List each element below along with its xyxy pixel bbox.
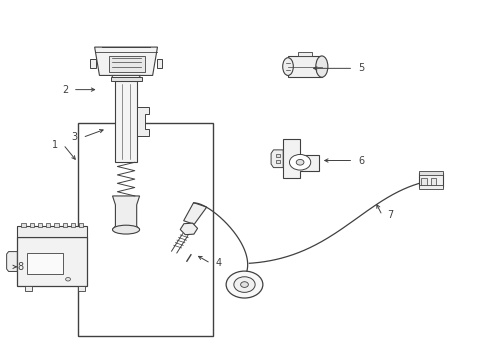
- Bar: [430, 178, 435, 185]
- Bar: [156, 59, 162, 68]
- Polygon shape: [270, 150, 283, 168]
- Circle shape: [65, 278, 70, 281]
- Bar: [46, 222, 50, 227]
- Polygon shape: [180, 223, 197, 235]
- Text: 3: 3: [71, 132, 78, 143]
- Bar: [79, 222, 83, 227]
- Bar: [115, 81, 137, 162]
- Bar: [24, 286, 32, 291]
- Polygon shape: [137, 107, 148, 136]
- Bar: [21, 222, 25, 227]
- Polygon shape: [111, 76, 140, 81]
- Text: 4: 4: [215, 258, 221, 268]
- Bar: [420, 178, 426, 185]
- Bar: [30, 222, 34, 227]
- Bar: [71, 222, 75, 227]
- Bar: [27, 253, 63, 274]
- Bar: [17, 237, 87, 286]
- Text: 2: 2: [61, 85, 68, 95]
- Polygon shape: [112, 196, 139, 230]
- Polygon shape: [7, 252, 17, 271]
- Polygon shape: [183, 203, 206, 224]
- Bar: [287, 56, 321, 77]
- Polygon shape: [95, 47, 157, 76]
- Bar: [110, 77, 141, 81]
- Circle shape: [289, 154, 310, 170]
- Ellipse shape: [282, 58, 293, 76]
- Bar: [54, 222, 59, 227]
- Text: 7: 7: [386, 211, 392, 220]
- Bar: [275, 154, 279, 157]
- Bar: [418, 171, 442, 175]
- Bar: [297, 52, 311, 56]
- Text: 5: 5: [357, 63, 364, 73]
- Bar: [17, 226, 87, 237]
- Text: 8: 8: [17, 262, 23, 272]
- Ellipse shape: [112, 225, 139, 234]
- Text: 6: 6: [357, 156, 364, 166]
- Bar: [78, 286, 85, 291]
- Text: 1: 1: [52, 140, 58, 149]
- Bar: [275, 160, 279, 163]
- Bar: [38, 222, 42, 227]
- Bar: [109, 56, 145, 72]
- Bar: [62, 222, 67, 227]
- Polygon shape: [283, 139, 319, 178]
- Bar: [78, 123, 213, 336]
- Bar: [418, 185, 442, 189]
- Circle shape: [225, 271, 263, 298]
- Circle shape: [296, 159, 304, 165]
- Circle shape: [240, 282, 248, 287]
- Bar: [90, 59, 95, 68]
- Circle shape: [233, 277, 255, 292]
- Bar: [418, 173, 442, 187]
- Ellipse shape: [315, 56, 327, 77]
